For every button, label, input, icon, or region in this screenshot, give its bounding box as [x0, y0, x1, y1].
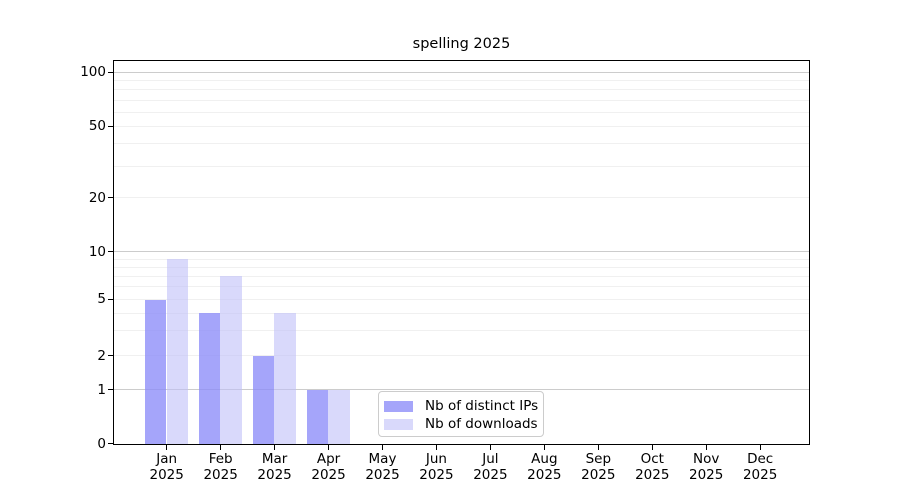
x-tick-mark-sep [597, 445, 599, 450]
y-tick-label-0: 0 [97, 435, 106, 452]
x-tick-label-may: May 2025 [365, 450, 400, 484]
x-tick-mark-may [381, 445, 384, 450]
x-tick-label-jul: Jul 2025 [473, 450, 508, 484]
x-tick-mark-jul [489, 445, 491, 450]
plot-area [113, 60, 810, 445]
y-tick-mark-1 [108, 388, 113, 391]
x-tick-label-oct: Oct 2025 [635, 450, 670, 484]
legend-swatch-distinct-ips [384, 400, 413, 412]
gridline-5 [114, 299, 809, 300]
x-tick-label-jun: Jun 2025 [419, 450, 454, 484]
x-tick-mark-mar [274, 445, 276, 450]
x-tick-label-dec: Dec 2025 [742, 450, 778, 484]
x-tick-mark-oct [651, 445, 653, 450]
gridline-20 [114, 197, 809, 199]
legend-label-distinct-ips: Nb of distinct IPs [425, 398, 539, 414]
gridline-8 [114, 266, 809, 268]
bar-jan-downloads [166, 259, 189, 444]
y-tick-mark-0 [108, 443, 113, 445]
legend-row-downloads: Nb of downloads [384, 415, 543, 433]
x-tick-mark-aug [543, 445, 545, 450]
y-tick-label-5: 5 [97, 291, 106, 308]
gridline-1 [114, 389, 809, 391]
y-tick-label-100: 100 [80, 64, 106, 81]
bar-apr-distinct-ips [306, 389, 329, 444]
legend-label-downloads: Nb of downloads [425, 416, 538, 432]
x-tick-label-sep: Sep 2025 [581, 450, 616, 484]
gridline-4 [114, 312, 809, 314]
x-tick-label-feb: Feb 2025 [203, 450, 238, 484]
x-tick-mark-jan [166, 445, 168, 450]
gridline-60 [114, 111, 809, 113]
x-tick-label-jan: Jan 2025 [149, 450, 184, 484]
gridline-30 [114, 165, 809, 167]
gridline-70 [114, 99, 809, 101]
x-tick-label-apr: Apr 2025 [311, 450, 346, 484]
y-tick-mark-10 [108, 250, 113, 253]
legend-swatch-downloads [384, 418, 413, 430]
y-tick-mark-2 [108, 355, 113, 357]
gridline-2 [114, 355, 809, 357]
gridline-9 [114, 258, 809, 260]
x-tick-mark-dec [759, 445, 761, 450]
gridline-100 [114, 71, 809, 73]
bar-feb-downloads [220, 276, 243, 444]
x-tick-mark-jun [435, 445, 438, 450]
y-tick-label-1: 1 [97, 381, 106, 398]
gridline-3 [114, 330, 809, 332]
bar-mar-downloads [274, 313, 297, 444]
gridline-80 [114, 89, 809, 91]
bar-feb-distinct-ips [198, 313, 221, 444]
x-tick-label-nov: Nov 2025 [689, 450, 724, 484]
y-tick-mark-20 [108, 196, 113, 199]
bar-apr-downloads [328, 389, 351, 444]
x-tick-mark-feb [220, 445, 222, 450]
y-tick-mark-50 [108, 125, 113, 127]
x-tick-label-mar: Mar 2025 [257, 450, 292, 484]
gridline-7 [114, 275, 809, 277]
gridline-50 [114, 125, 809, 127]
x-tick-mark-apr [327, 445, 330, 450]
legend-row-distinct-ips: Nb of distinct IPs [384, 397, 543, 415]
y-tick-mark-100 [108, 71, 113, 73]
legend: Nb of distinct IPs Nb of downloads [378, 391, 544, 437]
y-tick-label-20: 20 [88, 189, 106, 206]
chart-title: spelling 2025 [412, 36, 511, 52]
x-tick-label-aug: Aug 2025 [527, 450, 562, 484]
gridline-40 [114, 143, 809, 145]
gridline-6 [114, 286, 809, 288]
bar-jan-distinct-ips [144, 299, 167, 444]
y-tick-label-10: 10 [88, 243, 106, 260]
y-tick-label-2: 2 [97, 347, 106, 364]
y-tick-mark-5 [108, 298, 113, 300]
y-tick-label-50: 50 [88, 118, 106, 135]
gridline-10 [114, 251, 809, 253]
bar-mar-distinct-ips [252, 355, 275, 444]
gridline-90 [114, 80, 809, 82]
x-tick-mark-nov [705, 445, 707, 450]
